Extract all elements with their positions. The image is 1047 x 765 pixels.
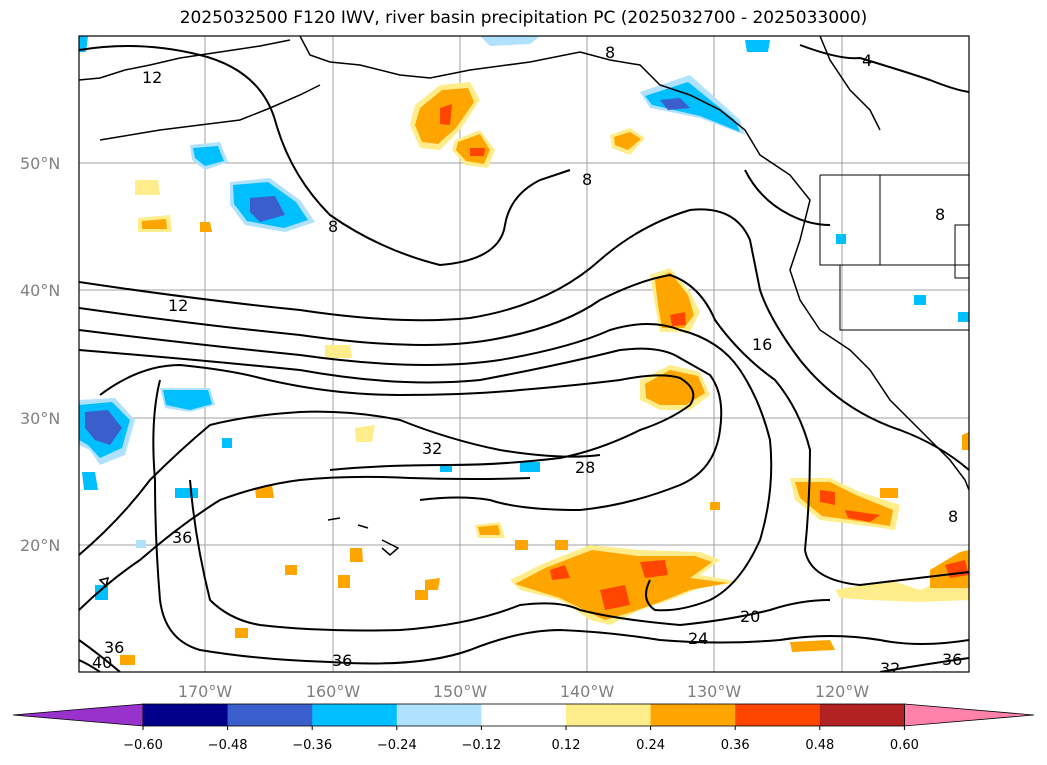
colorbar-bin (819, 704, 905, 726)
colorbar-extend-low (12, 703, 144, 727)
contour-label: 12 (142, 68, 162, 87)
lat-label: 30°N (20, 409, 60, 428)
colorbar-bin (735, 704, 821, 726)
map-background (79, 36, 969, 672)
colorbar-bin (312, 704, 398, 726)
latitude-labels: 50°N 40°N 30°N 20°N (20, 154, 60, 555)
contour-label: 36 (104, 638, 124, 657)
colorbar-tick-label: 0.36 (721, 738, 750, 753)
colorbar-bin (396, 704, 482, 726)
contour-labels: 12 12 16 32 28 36 36 40 36 20 24 32 36 4… (92, 43, 962, 678)
colorbar-bin (650, 704, 736, 726)
lon-label: 140°W (560, 682, 615, 701)
colorbar-tick-label: −0.60 (123, 738, 163, 753)
colorbar-extend-high (904, 703, 1035, 727)
colorbar-tick-label: 0.60 (890, 738, 919, 753)
contour-label: 8 (935, 205, 945, 224)
contour-label: 32 (880, 659, 900, 678)
contour-label: 8 (328, 217, 338, 236)
colorbar-tick-label: −0.48 (208, 738, 248, 753)
lat-label: 40°N (20, 281, 60, 300)
colorbar-tick-label: 0.24 (636, 738, 665, 753)
longitude-labels: 170°W 160°W 150°W 140°W 130°W 120°W (178, 682, 870, 701)
colorbar-bin (566, 704, 652, 726)
contour-label: 12 (168, 296, 188, 315)
borders (819, 174, 969, 331)
lon-label: 150°W (433, 682, 488, 701)
lon-label: 170°W (178, 682, 233, 701)
chart-title: 2025032500 F120 IWV, river basin precipi… (179, 8, 868, 28)
precip-shading (79, 36, 969, 665)
lat-label: 20°N (20, 536, 60, 555)
iwv-contours (79, 44, 969, 672)
contour-label: 24 (688, 629, 708, 648)
map-frame (78, 35, 970, 673)
colorbar-tick-label: −0.12 (461, 738, 501, 753)
contour-label: 16 (752, 335, 772, 354)
colorbar-outline (142, 703, 905, 727)
colorbar-bin (143, 704, 229, 726)
colorbar-tick-label: 0.12 (552, 738, 581, 753)
lat-label: 50°N (20, 154, 60, 173)
colorbar-tick-label: 0.48 (805, 738, 834, 753)
contour-label: 32 (422, 439, 442, 458)
colorbar-tick-label: −0.36 (292, 738, 332, 753)
contour-label: 8 (582, 170, 592, 189)
lon-label: 120°W (815, 682, 870, 701)
contour-label: 4 (862, 51, 872, 70)
colorbar: −0.60 −0.48 −0.36 −0.24 −0.12 0.12 0.24 0.36 0.4… (12, 703, 1035, 753)
contour-label: 28 (575, 458, 595, 477)
colorbar-bin (227, 704, 313, 726)
lon-label: 160°W (306, 682, 361, 701)
contour-label: 8 (948, 507, 958, 526)
contour-label: 36 (172, 528, 192, 547)
contour-label: 36 (942, 650, 962, 669)
contour-label: 20 (740, 607, 760, 626)
lon-label: 130°W (687, 682, 742, 701)
coastlines (79, 36, 969, 588)
contour-label: 36 (332, 651, 352, 670)
contour-label: 8 (605, 43, 615, 62)
colorbar-tick-label: −0.24 (377, 738, 417, 753)
colorbar-bin (481, 704, 567, 726)
contour-label: 40 (92, 653, 112, 672)
